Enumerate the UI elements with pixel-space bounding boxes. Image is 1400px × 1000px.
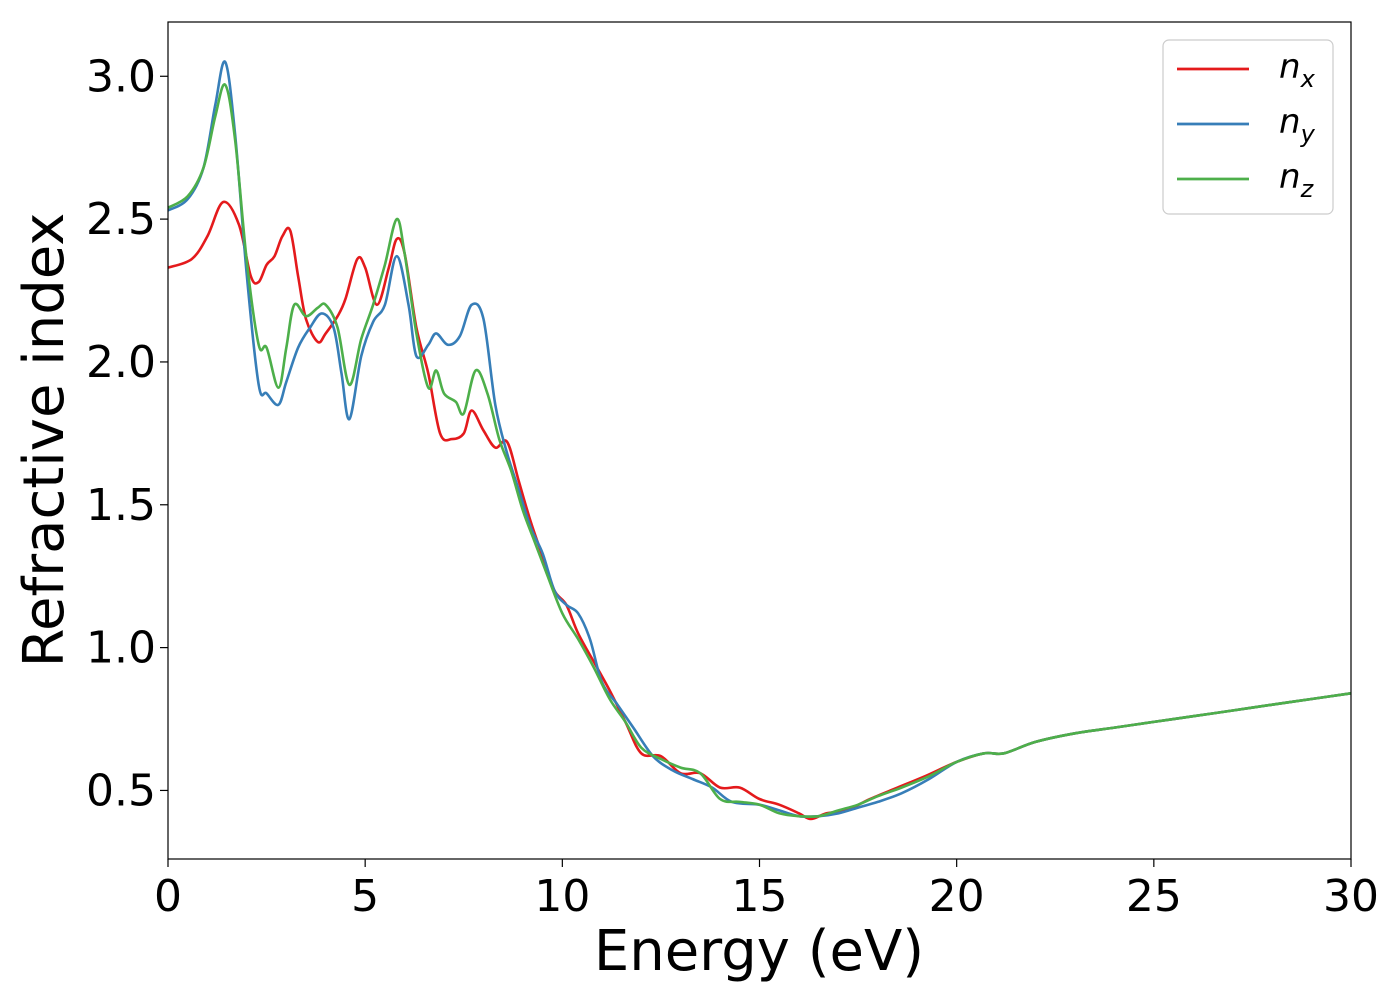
y-tick-label: 1.5	[86, 480, 156, 531]
series-layer	[167, 60, 1352, 821]
legend-label-nx: nx	[1279, 47, 1316, 93]
legend-label-main: n	[1279, 102, 1301, 142]
legend-label-main: n	[1279, 157, 1301, 197]
legend-label-ny: ny	[1279, 102, 1316, 148]
x-axis-ticks: 0 5 10 15 20 25 30	[154, 859, 1379, 922]
x-tick-label: 15	[732, 871, 788, 922]
legend-label-nz: nz	[1279, 157, 1315, 203]
x-tick-label: 30	[1323, 871, 1379, 922]
y-axis-ticks: 0.5 1.0 1.5 2.0 2.5 3.0	[86, 51, 168, 816]
plot-area	[168, 22, 1351, 859]
y-tick-label: 1.0	[86, 623, 156, 674]
legend-box	[1162, 39, 1334, 215]
x-tick-label: 20	[929, 871, 985, 922]
x-tick-label: 10	[534, 871, 590, 922]
legend-label-subscript: y	[1300, 120, 1316, 148]
y-tick-label: 2.0	[86, 337, 156, 388]
y-tick-label: 0.5	[86, 765, 156, 816]
x-axis-label: Energy (eV)	[594, 919, 924, 984]
x-tick-label: 0	[154, 871, 182, 922]
y-tick-label: 2.5	[86, 194, 156, 245]
x-tick-label: 5	[351, 871, 379, 922]
x-tick-label: 25	[1126, 871, 1182, 922]
series-line-nz	[167, 83, 1352, 819]
y-axis-label: Refractive index	[12, 213, 77, 668]
legend-label-subscript: z	[1300, 175, 1315, 203]
legend-label-subscript: x	[1300, 65, 1316, 93]
y-tick-label: 3.0	[86, 51, 156, 102]
legend-label-main: n	[1279, 47, 1301, 87]
